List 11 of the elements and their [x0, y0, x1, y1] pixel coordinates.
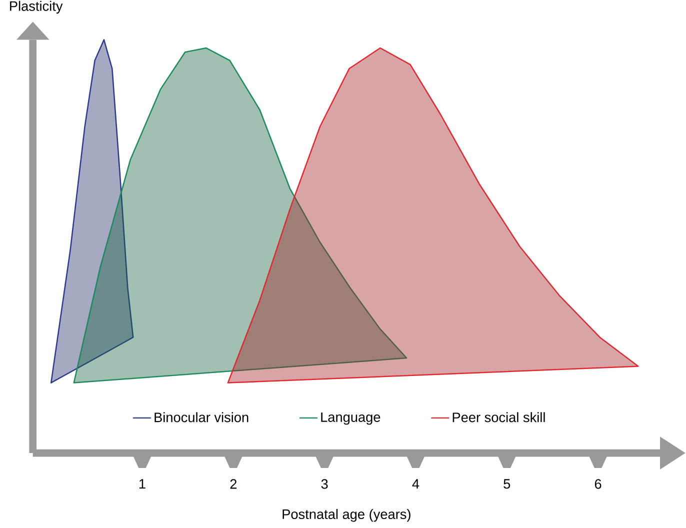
- legend-label: Language: [321, 412, 380, 425]
- x-tick-label: 6: [594, 479, 602, 489]
- legend-label: Peer social skill: [452, 412, 545, 422]
- x-axis-title: Postnatal age (years): [282, 509, 410, 522]
- x-tick-label: 5: [504, 479, 510, 489]
- x-tick-label: 3: [321, 479, 328, 489]
- y-axis-title: Plasticity: [10, 0, 63, 14]
- x-tick-label: 2: [230, 479, 237, 489]
- legend-label: Binocular vision: [154, 412, 248, 422]
- x-tick-label: 1: [139, 479, 146, 489]
- x-tick-label: 4: [412, 479, 420, 489]
